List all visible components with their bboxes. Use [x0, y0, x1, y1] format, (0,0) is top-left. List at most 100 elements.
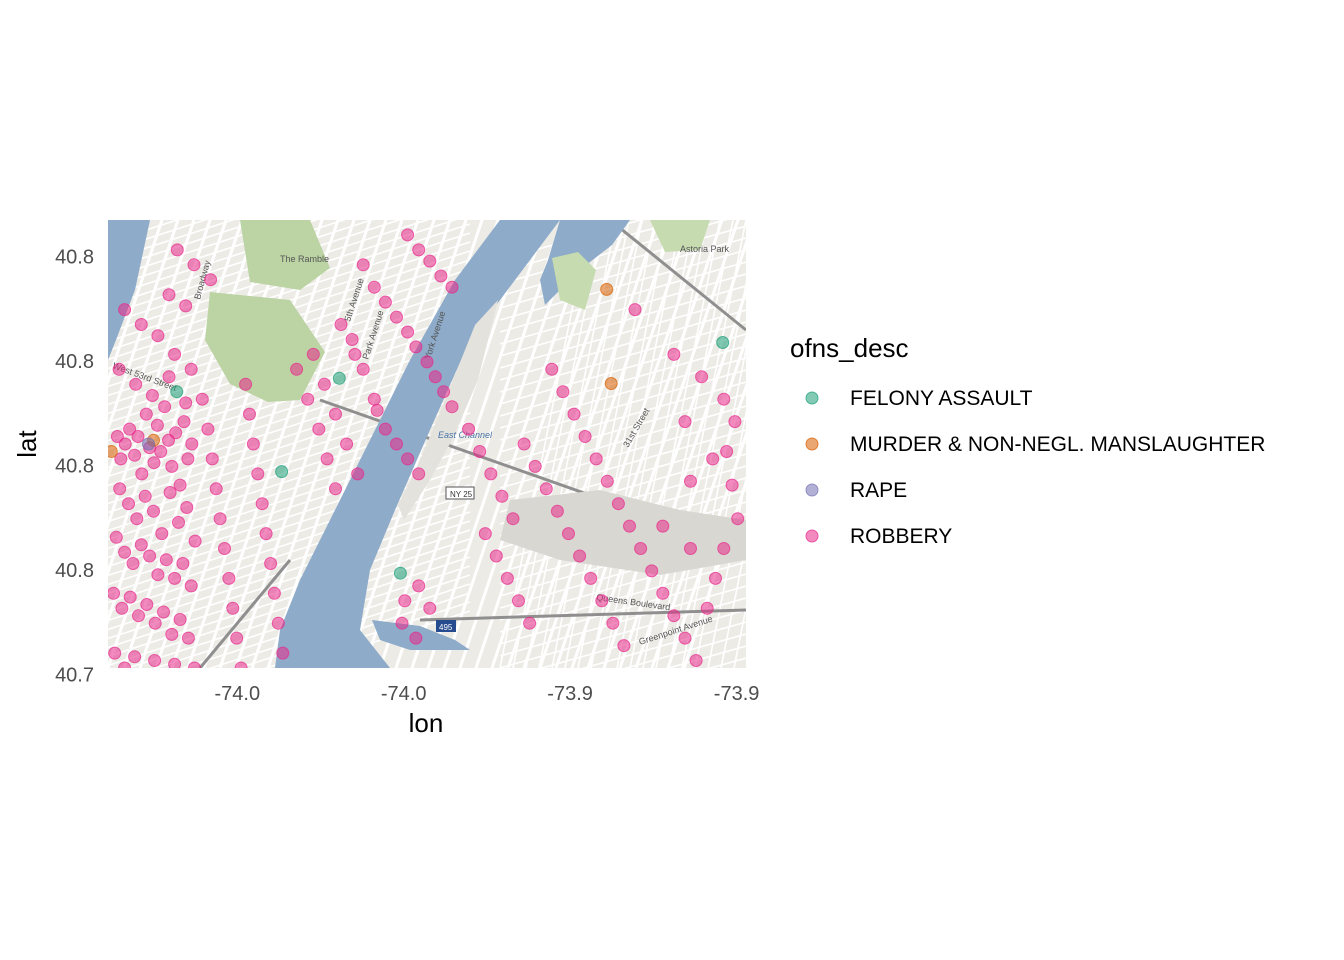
- point: [306, 347, 320, 361]
- street-avenue: [554, 220, 708, 668]
- point: [122, 497, 135, 511]
- street-cross: [108, 220, 180, 244]
- point: [689, 654, 703, 667]
- street-cross: [108, 502, 471, 622]
- point: [276, 646, 290, 660]
- point: [128, 650, 142, 664]
- point: [478, 527, 492, 541]
- point: [226, 601, 240, 615]
- point: [118, 545, 132, 559]
- point: [150, 418, 164, 432]
- point: [187, 258, 201, 272]
- point: [264, 557, 278, 570]
- point: [445, 400, 459, 414]
- street-avenue: [108, 220, 164, 387]
- point: [168, 571, 182, 585]
- street-cross: [100, 98, 470, 218]
- point: [317, 377, 331, 391]
- point: [420, 355, 434, 369]
- street-queens: [707, 657, 746, 668]
- point: [684, 474, 697, 488]
- legend-key: [805, 391, 819, 405]
- point: [179, 396, 193, 410]
- street-avenue: [108, 220, 180, 434]
- point: [195, 392, 209, 406]
- basemap: [100, 80, 746, 668]
- point: [412, 579, 426, 593]
- series-rape: [142, 437, 155, 451]
- street-avenue: [394, 220, 548, 668]
- road-triborough: [609, 220, 746, 332]
- street-avenue: [202, 220, 356, 668]
- street-queens-ns: [590, 220, 682, 668]
- point: [528, 459, 542, 473]
- point: [428, 370, 442, 384]
- legend-label: ROBBERY: [850, 525, 952, 548]
- legend-label: FELONY ASSAULT: [850, 387, 1033, 410]
- point: [135, 467, 149, 481]
- series-robbery: [108, 228, 745, 668]
- point: [356, 258, 370, 272]
- point: [173, 613, 187, 626]
- point: [728, 415, 742, 429]
- point: [162, 370, 176, 384]
- road-lie: [419, 608, 746, 622]
- point: [230, 631, 244, 645]
- point: [184, 362, 198, 376]
- point: [484, 467, 498, 481]
- point: [334, 318, 348, 331]
- street-cross: [108, 220, 125, 226]
- street-queens: [499, 309, 746, 381]
- street-cross: [108, 538, 471, 658]
- street-cross: [108, 493, 471, 613]
- point: [115, 601, 129, 615]
- street-queens: [581, 621, 746, 668]
- legend-entry: ROBBERY: [805, 525, 952, 548]
- point: [118, 437, 132, 451]
- street-queens: [499, 573, 746, 645]
- point: [401, 228, 415, 242]
- legend-key: [805, 483, 819, 497]
- y-axis-ticks: 40.8 40.8 40.8 40.8 40.7: [55, 247, 94, 687]
- street-queens-ns: [720, 539, 746, 668]
- point: [506, 512, 520, 526]
- point: [267, 586, 281, 600]
- point: [517, 437, 531, 451]
- point: [168, 347, 182, 361]
- street-queens: [499, 273, 746, 345]
- point: [348, 347, 362, 361]
- route-shield-495: [436, 620, 456, 632]
- point: [562, 527, 575, 541]
- street-queens-ns: [694, 410, 746, 668]
- street-avenue: [490, 220, 644, 668]
- points-layer: [108, 228, 745, 668]
- point: [390, 437, 403, 451]
- street-avenue: [410, 220, 564, 668]
- street-cross: [100, 80, 470, 200]
- legend-entry: RAPE: [805, 479, 907, 502]
- point: [154, 445, 168, 458]
- x-tick-label: -73.9: [547, 683, 593, 705]
- point: [180, 501, 194, 514]
- point: [134, 538, 148, 552]
- street-queens-ns: [538, 220, 630, 668]
- point: [495, 489, 509, 503]
- point: [170, 385, 184, 399]
- point: [132, 609, 145, 623]
- point: [243, 407, 256, 421]
- point: [148, 616, 162, 630]
- street-cross: [108, 220, 152, 235]
- point: [234, 661, 248, 668]
- street-cross: [100, 89, 470, 209]
- y-tick-label: 40.8: [55, 560, 94, 582]
- point: [113, 482, 127, 496]
- point: [271, 616, 285, 630]
- basemap-label-ramble: The Ramble: [280, 254, 329, 264]
- street-queens: [499, 393, 746, 465]
- point: [131, 430, 145, 443]
- point: [340, 437, 354, 451]
- point: [329, 407, 342, 421]
- y-tick-label: 40.8: [55, 247, 94, 269]
- point: [393, 566, 407, 580]
- point: [148, 654, 162, 667]
